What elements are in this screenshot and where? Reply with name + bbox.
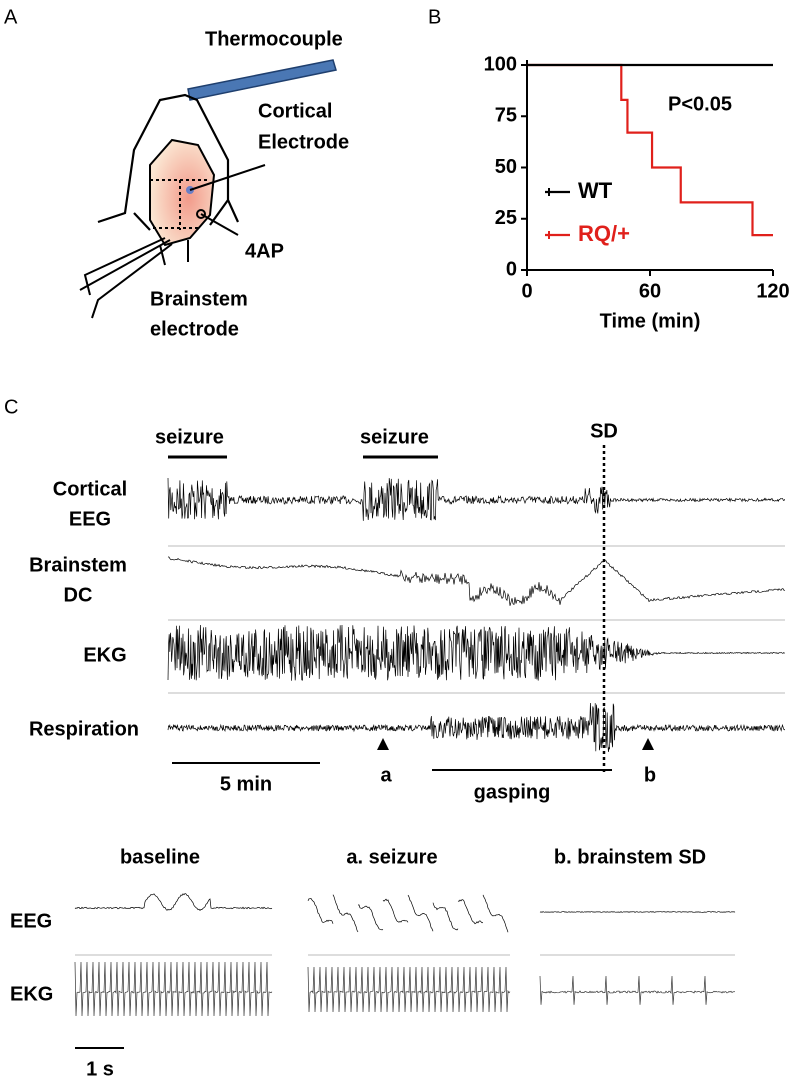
inset-title: baseline [120, 846, 200, 868]
x-tick-label: 0 [521, 280, 532, 302]
event-label: seizure [155, 426, 224, 448]
x-axis-label: Time (min) [600, 310, 701, 332]
legend-label: RQ/+ [578, 221, 630, 246]
marker-arrow [642, 738, 654, 750]
legend-label: WT [578, 178, 613, 203]
x-tick-label: 120 [756, 280, 789, 302]
marker-arrow [377, 738, 389, 750]
panel-letter: B [428, 6, 441, 28]
y-tick-label: 75 [495, 105, 517, 127]
trace [74, 893, 273, 912]
panel-letter: C [4, 396, 18, 418]
marker-label: a [380, 764, 392, 786]
y-tick-label: 25 [495, 207, 517, 229]
trace [307, 897, 334, 924]
trace [457, 899, 484, 925]
trace [407, 894, 434, 932]
trace [482, 894, 509, 933]
trace-label: Respiration [29, 718, 139, 740]
trace-label: EEG [69, 508, 111, 530]
trace [167, 624, 785, 681]
trace [382, 898, 409, 923]
y-tick-label: 100 [484, 53, 517, 75]
event-label: seizure [360, 426, 429, 448]
brainstem-electrode [79, 237, 189, 319]
y-tick-label: 0 [506, 258, 517, 280]
y-tick-label: 50 [495, 156, 517, 178]
inset-row-label: EEG [10, 910, 52, 932]
label: electrode [150, 318, 239, 340]
trace [167, 477, 786, 521]
event-label: SD [590, 420, 618, 442]
label: Electrode [258, 131, 349, 153]
trace [167, 556, 786, 606]
trace [432, 902, 459, 931]
x-tick-label: 60 [639, 280, 661, 302]
event-label: gasping [474, 781, 551, 803]
scale-label: 5 min [220, 773, 272, 795]
trace [332, 894, 359, 933]
brain-divisions [150, 179, 210, 230]
trace [74, 961, 273, 1017]
drug-pointer [200, 213, 239, 236]
inset-title: b. brainstem SD [554, 846, 706, 868]
trace-label: DC [64, 584, 93, 606]
trace-label: Cortical [53, 478, 127, 500]
label: Brainstem [150, 288, 248, 310]
trace [357, 904, 384, 931]
scale-label: 1 s [86, 1058, 114, 1080]
panel-letter: A [4, 6, 18, 28]
separators [75, 545, 785, 956]
trace-label: EKG [83, 644, 126, 666]
trace [539, 911, 736, 913]
trace-label: Brainstem [29, 554, 127, 576]
trace [539, 975, 736, 1005]
label: Thermocouple [205, 28, 343, 50]
survival-line [527, 63, 773, 237]
trace [307, 966, 511, 1013]
cortical-electrode-wire [189, 164, 266, 191]
traces [74, 477, 786, 1017]
inset-row-label: EKG [10, 983, 53, 1005]
inset-title: a. seizure [346, 846, 437, 868]
marker-label: b [644, 764, 656, 786]
label: Cortical [258, 100, 332, 122]
drug-site [196, 209, 206, 219]
trace [167, 702, 786, 752]
thermocouple-probe [187, 59, 337, 101]
label: 4AP [245, 240, 284, 262]
annotation: P<0.05 [668, 93, 732, 115]
brain [149, 138, 216, 247]
